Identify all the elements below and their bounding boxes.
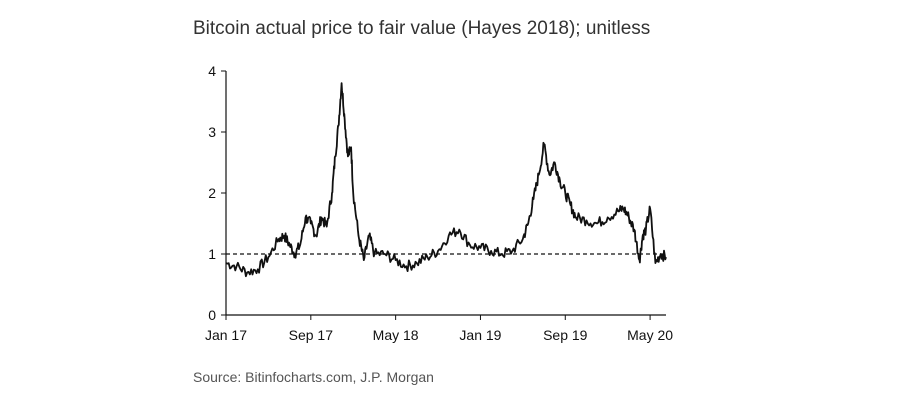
chart-title: Bitcoin actual price to fair value (Haye… <box>193 18 651 39</box>
y-tick-label: 0 <box>208 307 216 323</box>
x-tick-label: May 18 <box>373 327 419 343</box>
y-tick-label: 2 <box>208 185 216 201</box>
y-tick-label: 1 <box>208 246 216 262</box>
x-tick-label: Jan 17 <box>205 327 247 343</box>
x-tick-label: Jan 19 <box>459 327 501 343</box>
x-tick-label: Sep 17 <box>289 327 334 343</box>
y-tick-label: 3 <box>208 124 216 140</box>
source-note: Source: Bitinfocharts.com, J.P. Morgan <box>193 369 434 385</box>
x-tick-label: May 20 <box>627 327 673 343</box>
plot-layer: 0 1 2 3 4 Jan 17 Sep 17 May 18 Jan 19 Sep 19 May 2… <box>205 63 673 343</box>
x-tick-label: Sep 19 <box>543 327 588 343</box>
series-line <box>225 82 667 278</box>
y-tick-label: 4 <box>208 63 216 79</box>
